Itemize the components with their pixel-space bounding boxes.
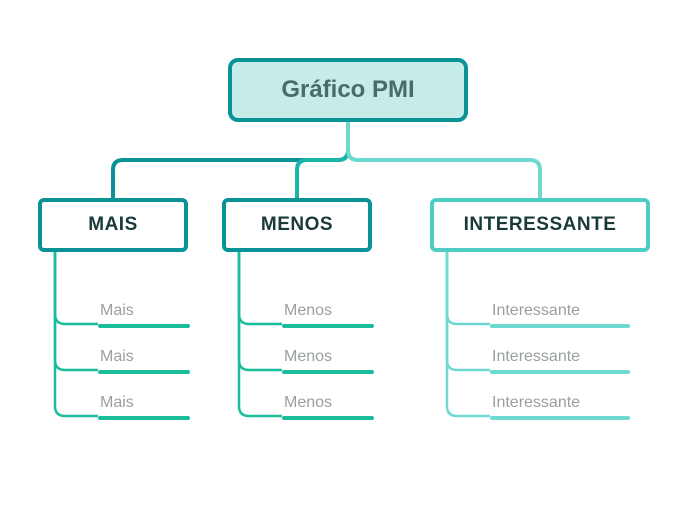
leaf-menos-1-underline <box>282 324 374 328</box>
branch-mais: MAIS <box>38 198 188 252</box>
connector-root-mais <box>113 122 348 198</box>
connector-root-menos <box>297 122 348 198</box>
leaf-mais-1: Mais <box>100 302 134 320</box>
leaf-menos-1: Menos <box>284 302 332 320</box>
root-label: Gráfico PMI <box>281 76 414 104</box>
connector-mais-leaf-2 <box>55 252 98 370</box>
connector-mais-leaf-1 <box>55 252 98 324</box>
leaf-menos-3-underline <box>282 416 374 420</box>
connector-menos-leaf-1 <box>239 252 282 324</box>
leaf-menos-2-label: Menos <box>284 348 332 365</box>
leaf-menos-2-underline <box>282 370 374 374</box>
connector-menos-leaf-3 <box>239 252 282 416</box>
leaf-interessante-2-label: Interessante <box>492 348 580 365</box>
leaf-mais-3-label: Mais <box>100 394 134 411</box>
connector-menos-leaf-2 <box>239 252 282 370</box>
leaf-interessante-1-underline <box>490 324 630 328</box>
leaf-menos-3-label: Menos <box>284 394 332 411</box>
leaf-mais-1-underline <box>98 324 190 328</box>
connector-interessante-leaf-2 <box>447 252 490 370</box>
leaf-menos-1-label: Menos <box>284 302 332 319</box>
connector-root-interessante <box>348 122 540 198</box>
leaf-interessante-3-label: Interessante <box>492 394 580 411</box>
leaf-interessante-3-underline <box>490 416 630 420</box>
leaf-mais-1-label: Mais <box>100 302 134 319</box>
leaf-mais-2-label: Mais <box>100 348 134 365</box>
leaf-menos-2: Menos <box>284 348 332 366</box>
leaf-mais-2: Mais <box>100 348 134 366</box>
leaf-interessante-2: Interessante <box>492 348 580 366</box>
branch-interessante-label: INTERESSANTE <box>464 214 617 236</box>
root-node: Gráfico PMI <box>228 58 468 122</box>
branch-interessante: INTERESSANTE <box>430 198 650 252</box>
branch-menos: MENOS <box>222 198 372 252</box>
branch-mais-label: MAIS <box>88 214 138 236</box>
leaf-mais-3: Mais <box>100 394 134 412</box>
leaf-interessante-3: Interessante <box>492 394 580 412</box>
branch-menos-label: MENOS <box>261 214 333 236</box>
leaf-interessante-1-label: Interessante <box>492 302 580 319</box>
connector-interessante-leaf-1 <box>447 252 490 324</box>
leaf-mais-2-underline <box>98 370 190 374</box>
leaf-interessante-2-underline <box>490 370 630 374</box>
connector-interessante-leaf-3 <box>447 252 490 416</box>
leaf-menos-3: Menos <box>284 394 332 412</box>
leaf-mais-3-underline <box>98 416 190 420</box>
connector-mais-leaf-3 <box>55 252 98 416</box>
leaf-interessante-1: Interessante <box>492 302 580 320</box>
